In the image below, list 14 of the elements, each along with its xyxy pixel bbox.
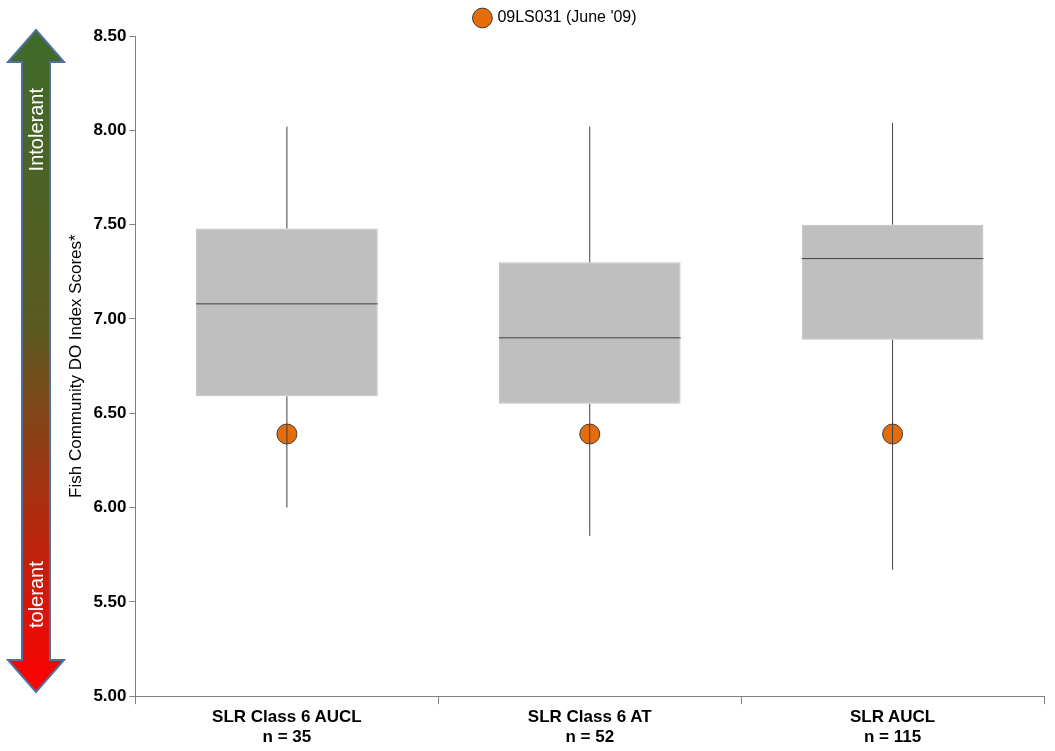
y-tick-label: 6.50 (93, 402, 127, 422)
x-tick-label: SLR Class 6 AUCL n = 35 (212, 707, 362, 747)
y-tick-label: 8.00 (93, 120, 127, 139)
y-tick-label: 6.00 (93, 497, 127, 517)
y-tick-label: 5.00 (93, 685, 127, 705)
y-tick-label: 7.00 (93, 308, 127, 328)
y-tick-label: 5.50 (93, 591, 127, 611)
x-tick-label: SLR Class 6 AT n = 52 (527, 707, 653, 747)
y-tick-label: 8.50 (93, 25, 127, 45)
y-tick-label: 7.50 (93, 214, 127, 234)
x-tick-label: SLR AUCL n = 115 (849, 707, 936, 747)
gradient-arrow: Intolerant tolerant (6, 28, 66, 694)
y-axis-title: Fish Community DO Index Scores* (65, 233, 85, 498)
legend-label: 09LS031 (June '09) (497, 8, 637, 26)
